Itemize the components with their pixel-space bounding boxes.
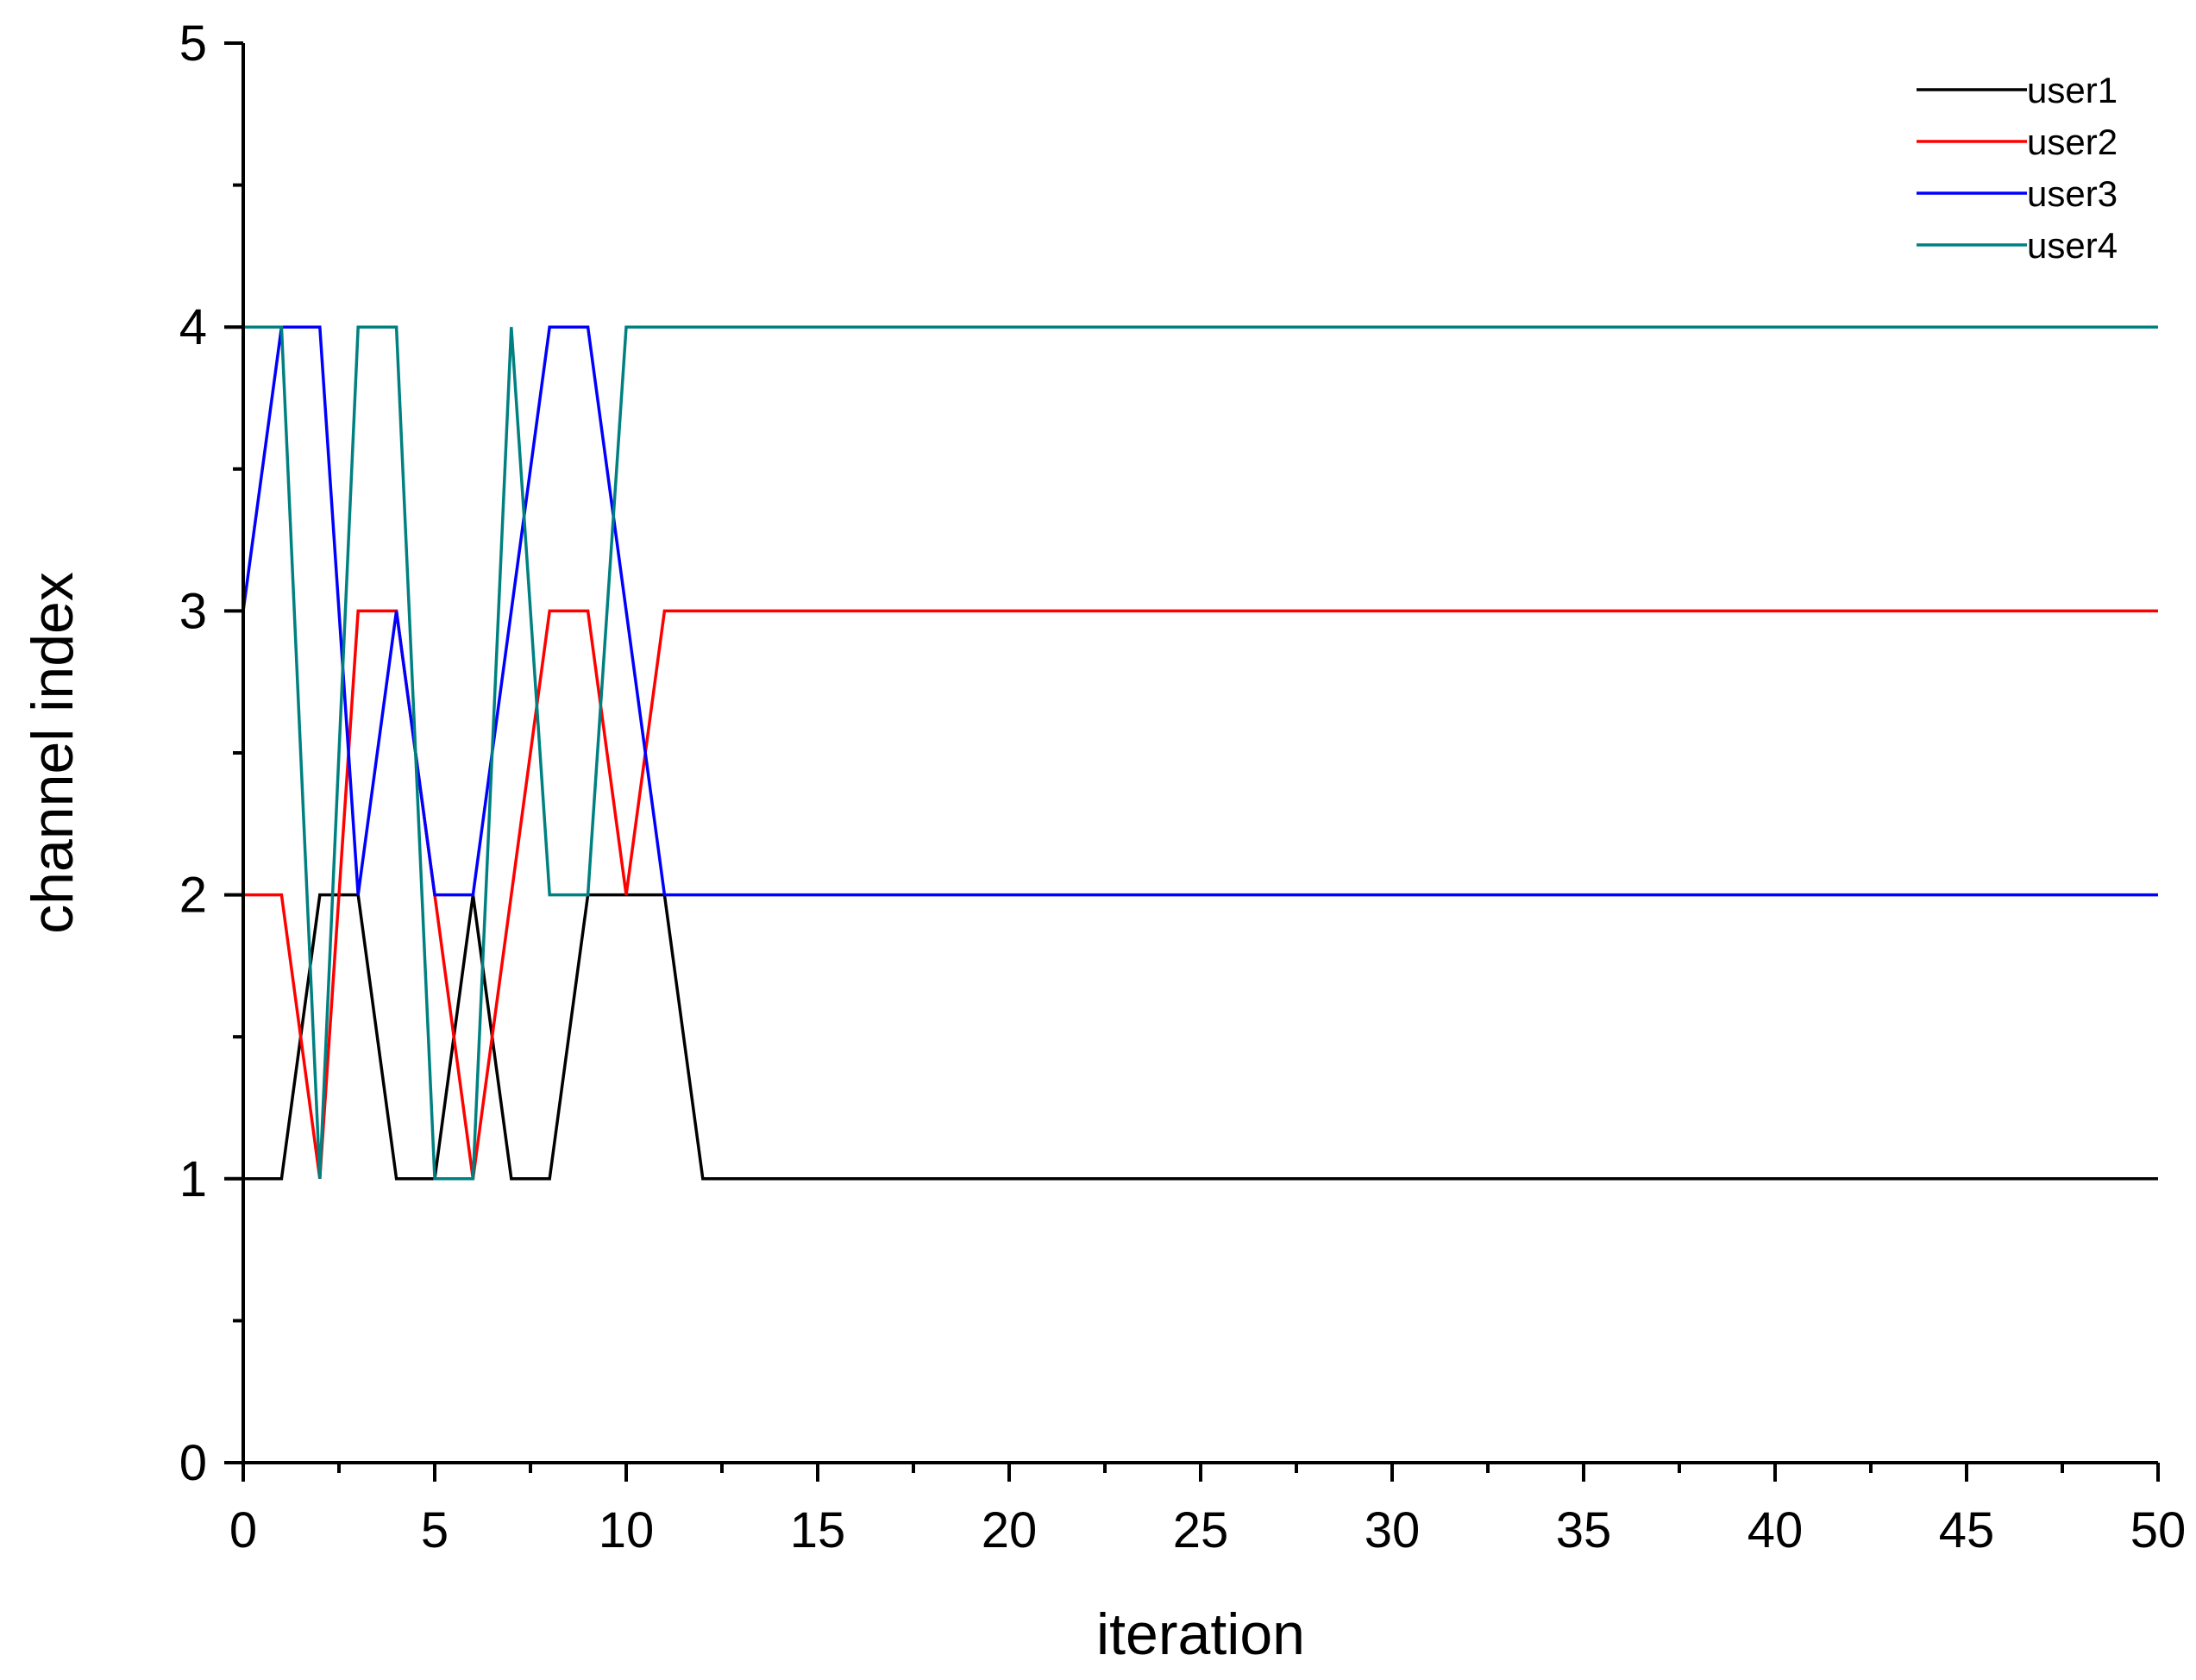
x-tick-label: 15 bbox=[790, 1502, 846, 1558]
series-line-user3 bbox=[242, 325, 2158, 897]
y-tick-label: 4 bbox=[179, 299, 207, 355]
x-tick-label: 40 bbox=[1747, 1502, 1804, 1558]
legend-label-user1: user1 bbox=[2027, 70, 2118, 110]
series-line-user4 bbox=[243, 325, 2158, 1181]
y-tick-label: 2 bbox=[179, 868, 207, 924]
legend-label-user4: user4 bbox=[2027, 225, 2118, 266]
legend-label-user3: user3 bbox=[2027, 173, 2118, 214]
series-line-user1 bbox=[243, 893, 2158, 1181]
y-tick-label: 0 bbox=[179, 1435, 207, 1491]
x-tick-label: 0 bbox=[229, 1502, 257, 1558]
x-tick-label: 20 bbox=[982, 1502, 1038, 1558]
legend: user1 user2 user3 user4 bbox=[1917, 70, 2118, 266]
x-tick-label: 25 bbox=[1173, 1502, 1229, 1558]
legend-label-user2: user2 bbox=[2027, 122, 2118, 162]
y-axis-title: channel index bbox=[20, 572, 85, 934]
x-tick-label: 35 bbox=[1556, 1502, 1612, 1558]
x-ticks: 0 5 10 15 20 25 30 35 40 45 50 bbox=[229, 1463, 2186, 1558]
y-tick-label: 5 bbox=[179, 16, 207, 72]
x-axis-title: iteration bbox=[1096, 1602, 1305, 1667]
x-tick-label: 45 bbox=[1939, 1502, 1995, 1558]
x-tick-label: 30 bbox=[1365, 1502, 1421, 1558]
x-tick-label: 50 bbox=[2130, 1502, 2187, 1558]
y-tick-label: 1 bbox=[179, 1151, 207, 1207]
y-tick-label: 3 bbox=[179, 583, 207, 639]
y-ticks: 0 1 2 3 4 5 bbox=[179, 16, 243, 1491]
x-tick-label: 10 bbox=[599, 1502, 655, 1558]
series-layer bbox=[242, 325, 2158, 1181]
x-tick-label: 5 bbox=[421, 1502, 449, 1558]
